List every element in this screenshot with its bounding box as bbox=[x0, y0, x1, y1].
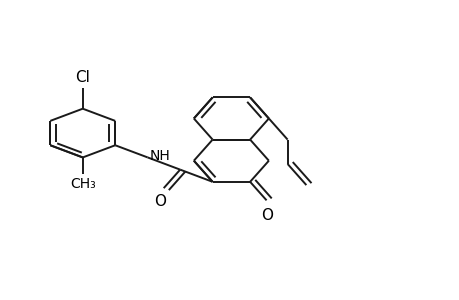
Text: O: O bbox=[154, 194, 166, 208]
Text: Cl: Cl bbox=[75, 70, 90, 85]
Text: CH₃: CH₃ bbox=[70, 177, 95, 191]
Text: NH: NH bbox=[150, 149, 170, 163]
Text: O: O bbox=[261, 208, 273, 223]
